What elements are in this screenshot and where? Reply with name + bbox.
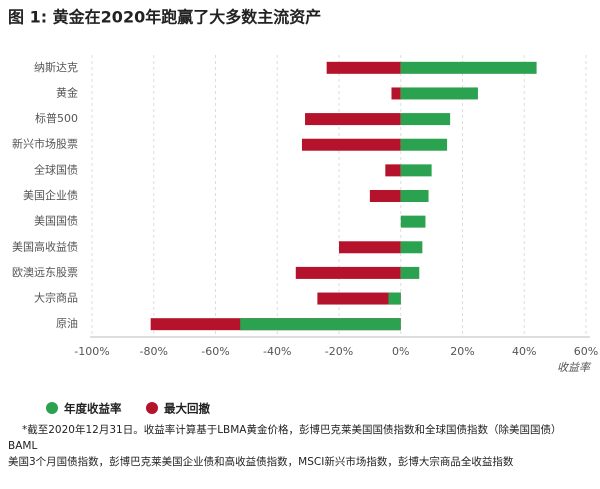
x-tick-label: 40% (512, 345, 536, 358)
bar (400, 190, 429, 202)
bar (305, 113, 401, 126)
bar (400, 61, 537, 74)
y-tick-label: 全球国债 (34, 162, 78, 176)
bar (301, 138, 401, 151)
legend-marker (146, 402, 158, 414)
x-axis-label: 收益率 (557, 361, 592, 374)
bar (388, 292, 401, 305)
bar (400, 113, 451, 126)
x-tick-label: -20% (325, 345, 353, 358)
y-tick-label: 美国高收益债 (12, 239, 78, 253)
bar (326, 61, 401, 74)
footnote: BAML (8, 440, 37, 452)
x-tick-label: -100% (74, 345, 109, 358)
bar (339, 241, 401, 254)
legend-label: 最大回撤 (164, 402, 210, 416)
y-tick-label: 欧澳远东股票 (12, 266, 78, 279)
y-tick-label: 美国国债 (34, 214, 78, 228)
legend-label: 年度收益率 (64, 402, 122, 416)
x-tick-label: 0% (392, 345, 409, 358)
y-tick-label: 美国企业债 (23, 188, 78, 202)
y-tick-label: 大宗商品 (34, 291, 78, 305)
y-tick-label: 新兴市场股票 (12, 137, 78, 151)
bar (400, 164, 432, 177)
chart-title: 图 1: 黄金在2020年跑赢了大多数主流资产 (8, 8, 321, 27)
x-tick-label: -80% (140, 345, 168, 358)
footnote: *截至2020年12月31日。收益率计算基于LBMA黄金价格，彭博巴克莱美国国债… (22, 423, 562, 436)
bar (369, 190, 401, 202)
bar (295, 266, 401, 279)
y-tick-label: 黄金 (56, 85, 78, 99)
x-tick-label: -40% (263, 345, 291, 358)
y-tick-label: 原油 (56, 316, 78, 330)
bar (400, 266, 420, 279)
bar (385, 164, 401, 177)
legend-marker (46, 402, 58, 414)
footnote: 美国3个月国债指数，彭博巴克莱美国企业债和高收益债指数，MSCI新兴市场指数，彭… (8, 455, 514, 468)
x-tick-label: -60% (201, 345, 229, 358)
bar (391, 87, 401, 100)
bar (400, 241, 423, 254)
bar (240, 318, 401, 331)
bar (400, 138, 448, 151)
bar (400, 215, 426, 228)
bar (400, 87, 478, 100)
x-tick-label: 60% (574, 345, 598, 358)
y-tick-label: 标普500 (35, 111, 78, 125)
y-tick-label: 纳斯达克 (34, 61, 78, 74)
bar (317, 292, 401, 305)
x-tick-label: 20% (450, 345, 474, 358)
